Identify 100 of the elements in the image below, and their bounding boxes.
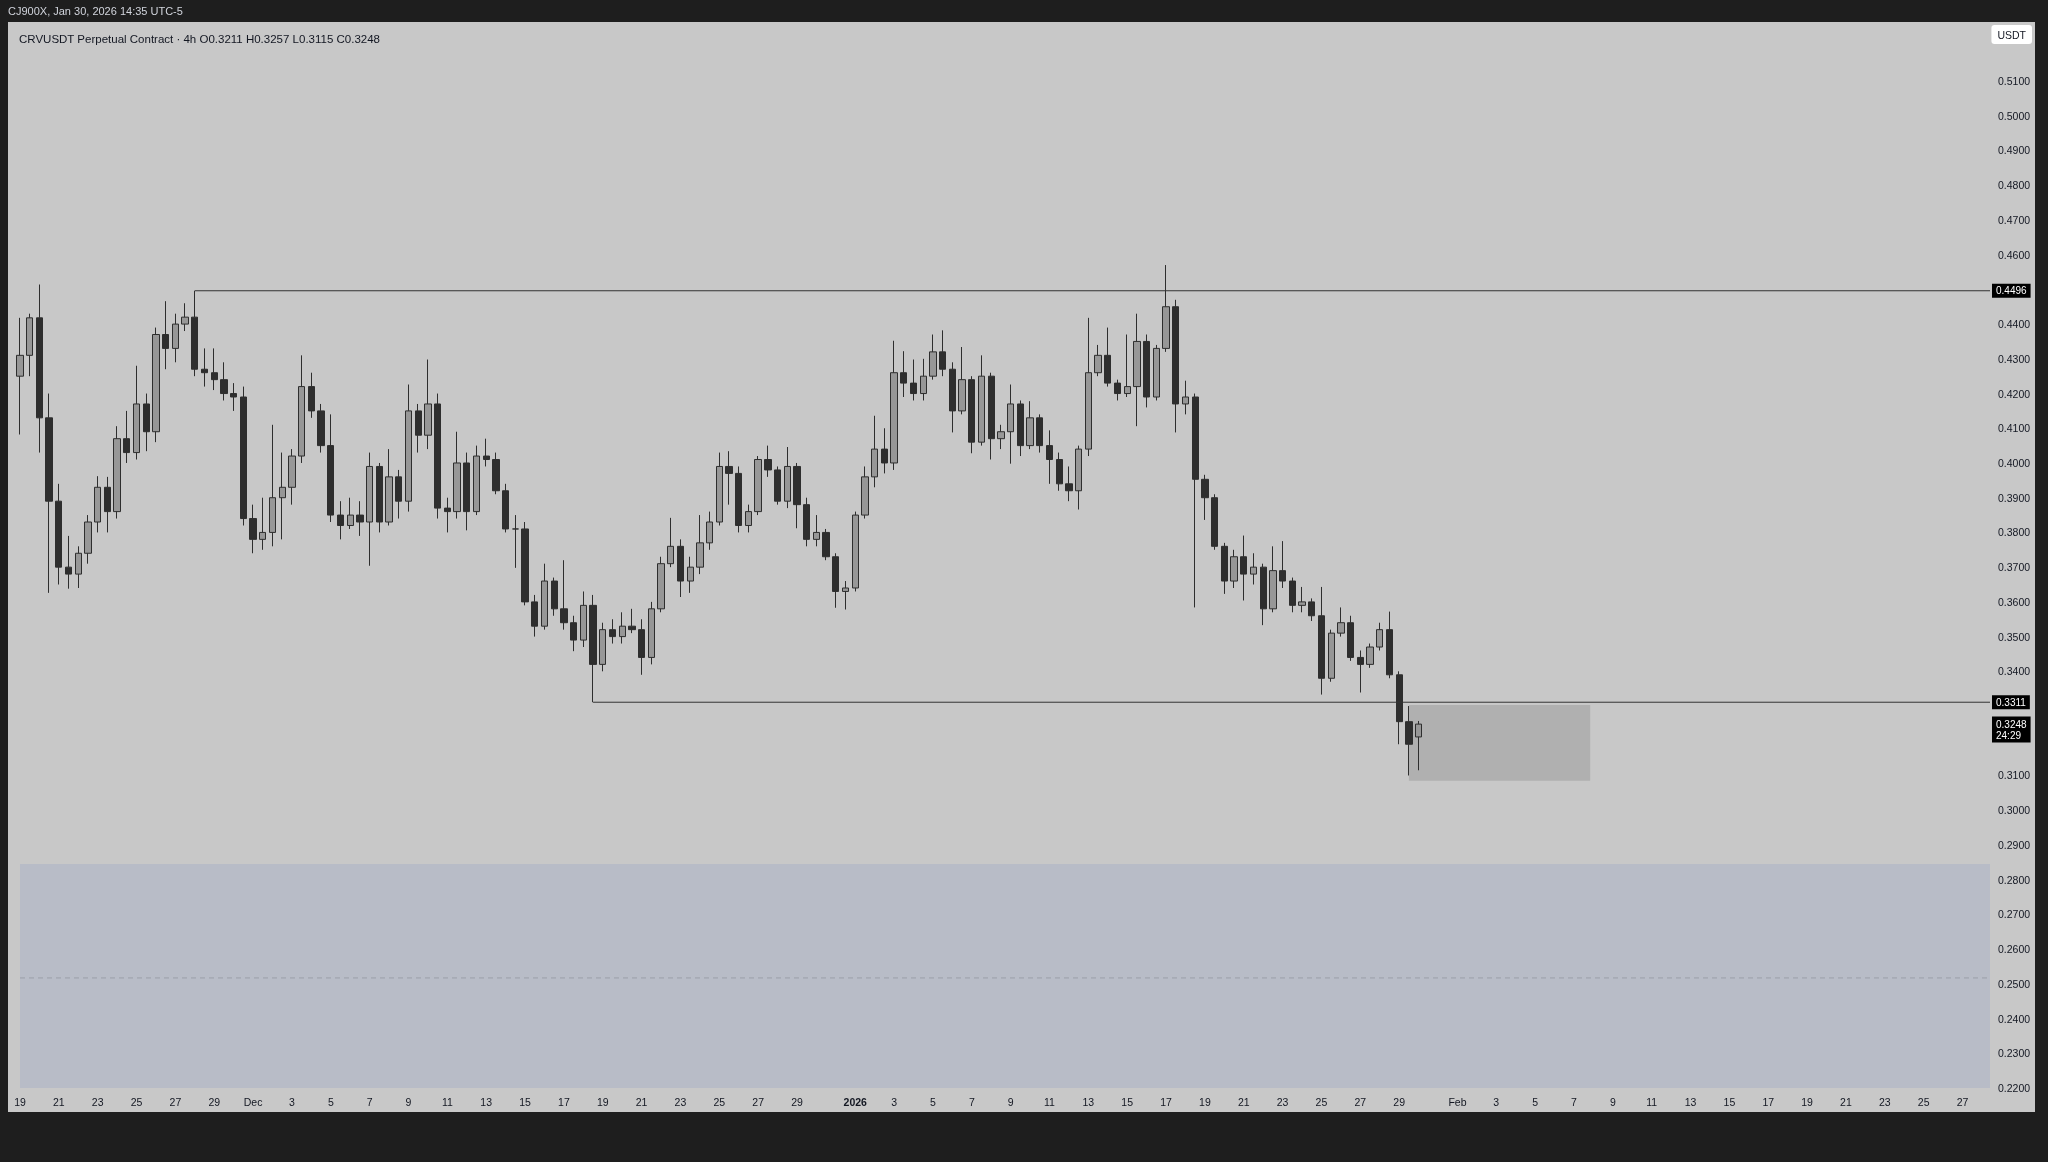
candlestick — [152, 327, 160, 443]
x-tick-label: 11 — [1646, 1095, 1658, 1108]
candlestick — [920, 358, 927, 401]
y-tick-label: 0.3600 — [1998, 595, 2031, 608]
candlestick — [1308, 597, 1315, 622]
candlestick — [541, 563, 548, 631]
candlestick — [881, 427, 888, 474]
candlestick — [1221, 542, 1228, 595]
candlestick — [1114, 379, 1121, 401]
y-tick-label: 0.2700 — [1998, 908, 2031, 921]
candlestick — [1133, 313, 1141, 427]
candlestick — [133, 365, 140, 461]
y-tick-label: 0.2900 — [1998, 838, 2031, 851]
candlestick — [521, 521, 529, 606]
candlestick — [890, 340, 898, 471]
x-tick-label: 27 — [169, 1095, 182, 1108]
candlestick — [143, 393, 150, 452]
candlestick — [1026, 400, 1034, 450]
candlestick — [725, 450, 733, 506]
y-tick-label: 0.2500 — [1998, 977, 2031, 990]
candlestick — [1085, 317, 1092, 457]
candlestick — [483, 438, 490, 467]
candlestick — [589, 594, 597, 703]
candlestick — [696, 514, 704, 575]
x-tick-label: 19 — [596, 1095, 609, 1108]
candlestick — [94, 475, 101, 533]
text: 0.3248 24:29 — [1996, 718, 2028, 741]
candlestick — [687, 556, 694, 594]
candlestick — [949, 361, 956, 433]
candlestick — [609, 618, 616, 645]
candlestick — [1386, 611, 1393, 679]
y-tick-label: 0.4200 — [1998, 387, 2031, 400]
candlestick — [1075, 445, 1082, 511]
candlestick — [288, 448, 296, 506]
candlestick — [978, 354, 985, 447]
candlestick — [1211, 493, 1218, 551]
data-label: 0.3311 — [1996, 696, 2027, 708]
candlestick — [45, 393, 53, 594]
candlestick — [706, 511, 713, 551]
x-tick-label: 5 — [1532, 1095, 1539, 1108]
y-tick-label: 0.2600 — [1998, 943, 2031, 956]
y-tick-label: 0.4300 — [1998, 352, 2031, 365]
candlestick — [347, 497, 354, 530]
candlestick — [453, 431, 461, 520]
candlestick — [55, 483, 62, 586]
candlestick — [1094, 344, 1102, 377]
candlestick — [599, 622, 606, 672]
candlestick — [298, 354, 305, 464]
candlestick — [191, 290, 198, 377]
candlestick — [240, 386, 247, 526]
candlestick — [172, 313, 179, 363]
candlestick — [317, 403, 325, 454]
candlestick — [1279, 540, 1286, 589]
candlestick — [502, 483, 509, 533]
x-tick-label: 27 — [752, 1095, 765, 1108]
y-tick-label: 0.4600 — [1998, 248, 2031, 261]
candlestick — [968, 375, 975, 454]
candlestick — [1250, 552, 1257, 586]
candlestick — [745, 504, 752, 533]
candlestick — [26, 313, 33, 377]
candlestick — [201, 347, 208, 388]
x-tick-label: 13 — [480, 1095, 493, 1108]
x-tick-label: 5 — [930, 1095, 937, 1108]
candlestick — [900, 350, 907, 398]
x-tick-label: 13 — [1684, 1095, 1697, 1108]
y-tick-label: 0.3800 — [1998, 526, 2031, 539]
candlestick — [1366, 643, 1374, 669]
y-tick-label: 0.2200 — [1998, 1082, 2031, 1094]
candlestick — [1036, 413, 1043, 454]
candlestick — [1328, 629, 1335, 683]
x-tick-label: 23 — [1878, 1095, 1891, 1108]
candlestick — [211, 347, 218, 391]
x-tick-label: 3 — [891, 1095, 898, 1108]
candlestick — [1056, 452, 1063, 492]
x-tick-label: 15 — [519, 1095, 532, 1108]
x-tick-label: 19 — [1801, 1095, 1814, 1108]
candlestick — [1124, 334, 1131, 398]
x-tick-label: 21 — [1237, 1095, 1250, 1108]
y-tick-label: 0.5100 — [1998, 75, 2031, 88]
candlestick — [1143, 334, 1150, 408]
candlestick — [774, 465, 781, 506]
candlestick — [1405, 705, 1413, 776]
candlestick — [1153, 344, 1160, 401]
candlestick — [1046, 429, 1053, 485]
candlestick — [512, 514, 519, 569]
x-tick-label: 21 — [1840, 1095, 1852, 1108]
x-tick-label: 9 — [1609, 1095, 1616, 1108]
x-tick-label: 5 — [327, 1095, 334, 1108]
x-tick-label: 17 — [1762, 1095, 1775, 1108]
candlestick — [376, 462, 383, 533]
candlestick — [65, 535, 72, 590]
candlestick — [1104, 327, 1111, 388]
candlestick — [1172, 299, 1179, 433]
candlestick — [123, 410, 130, 464]
candlestick — [75, 545, 82, 589]
x-tick-label: 27 — [1956, 1095, 1969, 1108]
candlestick — [337, 500, 344, 540]
candlestick — [84, 514, 92, 565]
candlestick — [1017, 399, 1024, 457]
x-tick-label: 25 — [1315, 1095, 1328, 1108]
